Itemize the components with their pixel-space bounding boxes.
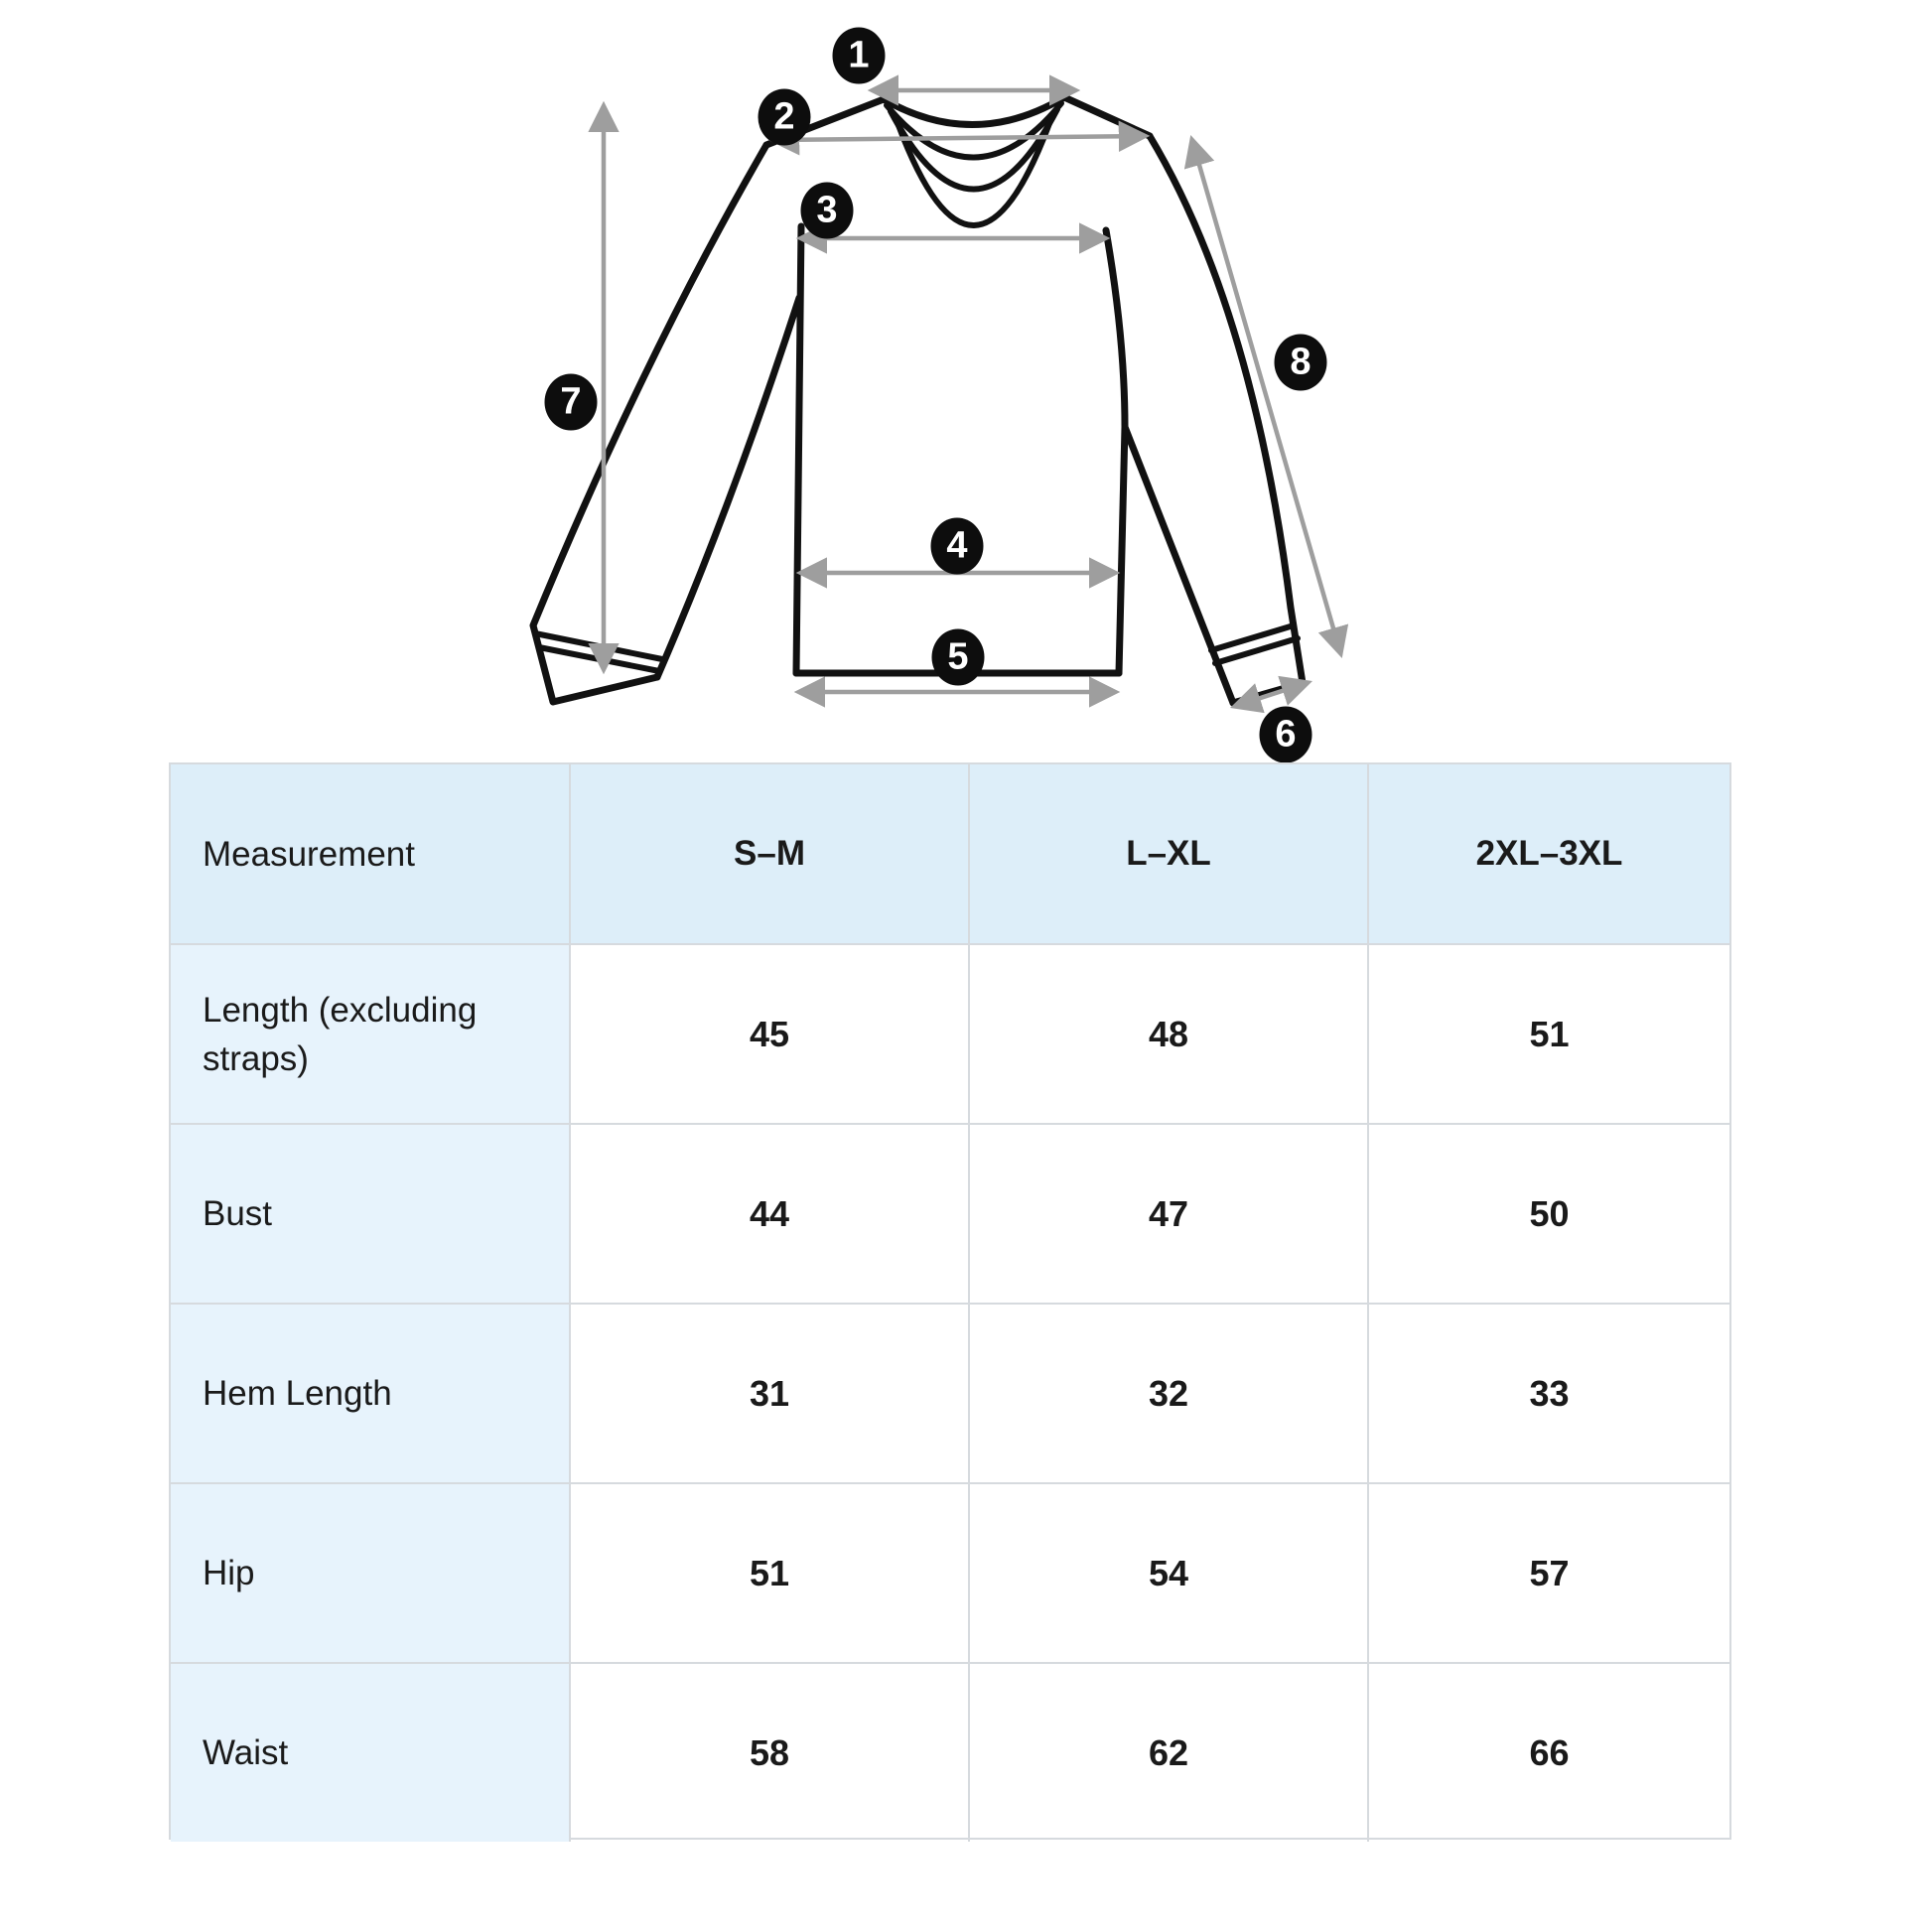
- measurement-value: 66: [1367, 1662, 1729, 1842]
- measurement-marker-6: 6: [1259, 706, 1312, 763]
- row-label: Hip: [171, 1482, 569, 1662]
- arrow-cuff-width: [1230, 675, 1312, 714]
- measurement-value: 44: [569, 1123, 968, 1303]
- measurement-marker-4: 4: [930, 517, 984, 575]
- column-header-measurement: Measurement: [171, 764, 569, 943]
- measurement-value: 45: [569, 943, 968, 1123]
- measurement-marker-1: 1: [832, 27, 886, 84]
- measurement-marker-3: 3: [800, 182, 854, 239]
- measurement-marker-2: 2: [758, 88, 811, 146]
- size-chart-table: Measurement S–M L–XL 2XL–3XL Length (exc…: [169, 762, 1731, 1842]
- measurement-arrows: [588, 74, 1349, 714]
- measurement-value: 33: [1367, 1303, 1729, 1482]
- measurement-value: 32: [968, 1303, 1367, 1482]
- row-label: Waist: [171, 1662, 569, 1842]
- measurement-value: 62: [968, 1662, 1367, 1842]
- measurement-value: 51: [1367, 943, 1729, 1123]
- arrow-sleeve-length: [1183, 134, 1349, 659]
- sweater-outline: [529, 93, 1307, 707]
- measurement-value: 50: [1367, 1123, 1729, 1303]
- measurement-value: 31: [569, 1303, 968, 1482]
- measurement-value: 47: [968, 1123, 1367, 1303]
- measurement-value: 48: [968, 943, 1367, 1123]
- measurement-marker-7: 7: [544, 373, 598, 431]
- column-header-size-l-xl: L–XL: [968, 764, 1367, 943]
- arrow-shoulder-width: [767, 120, 1151, 156]
- row-label: Length (excluding straps): [171, 943, 569, 1123]
- column-header-size-s-m: S–M: [569, 764, 968, 943]
- measurement-value: 58: [569, 1662, 968, 1842]
- row-label: Hem Length: [171, 1303, 569, 1482]
- row-label: Bust: [171, 1123, 569, 1303]
- measurement-value: 51: [569, 1482, 968, 1662]
- column-header-size-2xl-3xl: 2XL–3XL: [1367, 764, 1729, 943]
- measurement-value: 54: [968, 1482, 1367, 1662]
- measurement-value: 57: [1367, 1482, 1729, 1662]
- measurement-marker-8: 8: [1274, 334, 1327, 391]
- garment-outline-svg: [529, 74, 1349, 714]
- measurement-marker-5: 5: [931, 628, 985, 686]
